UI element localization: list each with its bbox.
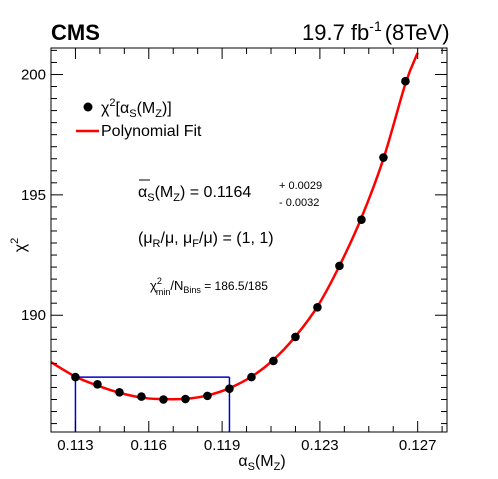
data-points (71, 76, 410, 404)
data-point (357, 215, 366, 224)
data-point (115, 387, 124, 397)
x-tick-label: 0.127 (399, 437, 437, 454)
y-tick-label: 190 (21, 307, 46, 324)
y-tick-label: 200 (21, 66, 46, 83)
plot-frame (50, 47, 448, 433)
data-point (137, 392, 146, 401)
data-point (313, 302, 322, 312)
x-tick-label: 0.113 (57, 437, 93, 454)
data-point (203, 391, 212, 401)
data-point (379, 153, 388, 162)
data-point (401, 76, 410, 86)
alpha-result: αS(MZ) = 0.1164 (138, 184, 251, 204)
luminosity-label: 19.7 fb-1 (8TeV) (302, 18, 450, 45)
data-point (269, 356, 278, 366)
x-axis-title: αS(MZ) (238, 453, 285, 473)
x-axis-ticks: 0.113 0.116 0.119 0.123 0.127 (50, 48, 443, 454)
data-point (247, 372, 256, 382)
data-point (291, 332, 300, 342)
luminosity-exponent: -1 (369, 18, 382, 34)
luminosity-value: 19.7 fb (302, 20, 369, 45)
data-point (159, 395, 168, 404)
y-axis-title: χ2 (9, 238, 29, 253)
x-tick-label: 0.123 (301, 437, 339, 454)
energy-label: (8TeV) (385, 20, 450, 45)
data-point (225, 384, 234, 393)
data-point (335, 261, 344, 271)
y-axis-ticks: 190 195 200 (21, 49, 447, 425)
y-tick-label: 195 (21, 187, 46, 204)
data-point (181, 394, 190, 404)
legend-fit-label: Polynomial Fit (101, 123, 202, 140)
x-tick-label: 0.119 (204, 437, 240, 454)
data-point (71, 372, 80, 382)
scale-choice: (μR/μ, μF/μ) = (1, 1) (138, 230, 274, 250)
legend-points-label: χ2[αS(MZ)] (101, 97, 172, 120)
legend: χ2[αS(MZ)] Polynomial Fit (76, 97, 202, 140)
data-point (93, 380, 102, 389)
legend-point-marker (83, 102, 93, 112)
chi2-min-per-bins: χ2 min/NBins = 186.5/185 (150, 276, 268, 297)
alpha-error-up: + 0.0029 (279, 180, 322, 192)
x-tick-label: 0.116 (131, 437, 167, 454)
alpha-error-down: - 0.0032 (279, 197, 319, 209)
experiment-label: CMS (51, 20, 100, 45)
